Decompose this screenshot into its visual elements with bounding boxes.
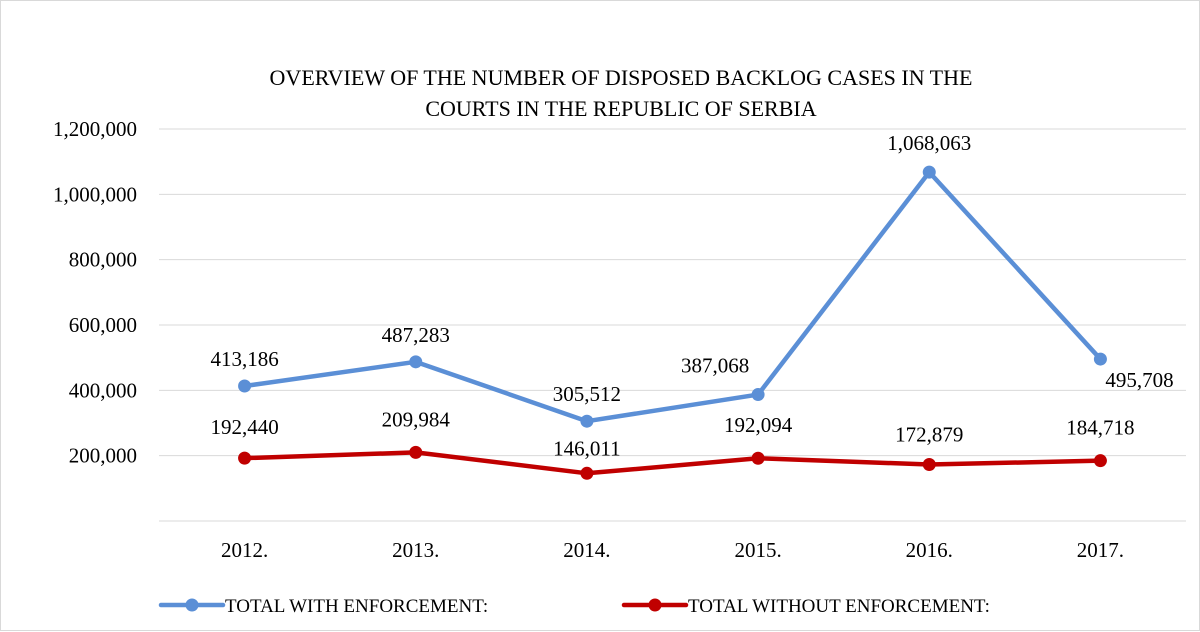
y-tick-label: 1,200,000 — [53, 117, 137, 141]
data-point — [922, 458, 936, 472]
chart-title-line-1: OVERVIEW OF THE NUMBER OF DISPOSED BACKL… — [270, 65, 973, 90]
chart-title-line-2: COURTS IN THE REPUBLIC OF SERBIA — [425, 96, 816, 121]
series-line — [242, 169, 1103, 424]
y-tick-label: 400,000 — [69, 378, 137, 402]
y-tick-label: 600,000 — [69, 313, 137, 337]
data-label: 495,708 — [1105, 368, 1173, 392]
data-label: 192,094 — [724, 413, 793, 437]
legend-swatch-marker — [648, 598, 662, 612]
x-tick-label: 2016. — [906, 538, 953, 562]
y-tick-label: 800,000 — [69, 248, 137, 272]
data-label: 387,068 — [681, 354, 749, 378]
data-point — [922, 165, 936, 179]
x-tick-label: 2017. — [1077, 538, 1124, 562]
x-tick-label: 2014. — [563, 538, 610, 562]
legend-label: TOTAL WITHOUT ENFORCEMENT: — [688, 596, 990, 617]
data-label: 184,718 — [1066, 416, 1134, 440]
x-tick-label: 2013. — [392, 538, 439, 562]
data-point — [1093, 352, 1107, 366]
data-point — [409, 355, 423, 369]
data-point — [751, 451, 765, 465]
y-tick-label: 1,000,000 — [53, 182, 137, 206]
data-point — [580, 414, 594, 428]
data-label: 413,186 — [210, 347, 278, 371]
data-label: 1,068,063 — [887, 131, 971, 155]
data-label: 209,984 — [382, 407, 451, 431]
data-label: 305,512 — [553, 382, 621, 406]
series-line — [242, 450, 1103, 476]
data-point — [1093, 454, 1107, 468]
data-point — [580, 466, 594, 480]
legend-swatch-marker — [185, 598, 199, 612]
legend-label: TOTAL WITH ENFORCEMENT: — [225, 596, 488, 617]
data-label: 172,879 — [895, 423, 963, 447]
y-tick-label: 200,000 — [69, 444, 137, 468]
data-point — [238, 451, 252, 465]
x-tick-label: 2012. — [221, 538, 268, 562]
data-label: 487,283 — [382, 323, 450, 347]
x-tick-label: 2015. — [734, 538, 781, 562]
data-point — [238, 379, 252, 393]
data-point — [409, 445, 423, 459]
data-label: 146,011 — [553, 436, 620, 460]
data-label: 192,440 — [210, 415, 278, 439]
data-point — [751, 388, 765, 402]
